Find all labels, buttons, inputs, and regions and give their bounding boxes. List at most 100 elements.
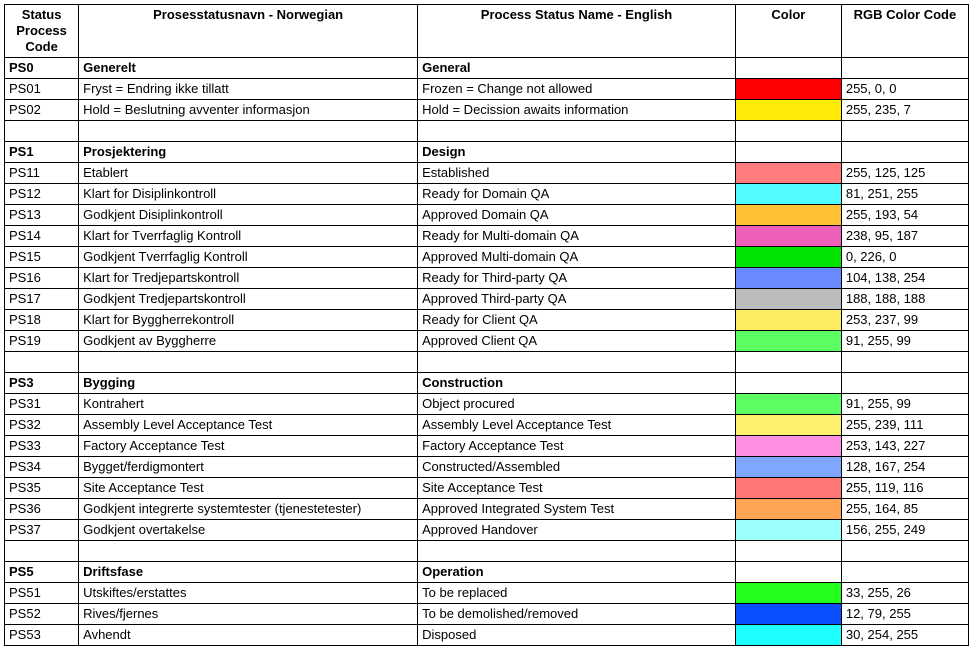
cell-eng: Object procured [418,394,736,415]
cell-nor: Godkjent overtakelse [79,520,418,541]
cell-rgb: 33, 255, 26 [841,583,968,604]
cell-nor [79,121,418,142]
cell-rgb [841,352,968,373]
color-swatch [735,100,841,121]
table-row: PS19Godkjent av ByggherreApproved Client… [5,331,969,352]
col-header-eng: Process Status Name - English [418,5,736,58]
cell-eng: General [418,58,736,79]
table-row: PS53AvhendtDisposed30, 254, 255 [5,625,969,646]
cell-nor: Bygget/ferdigmontert [79,457,418,478]
cell-code: PS19 [5,331,79,352]
table-row [5,352,969,373]
table-row: PS01Fryst = Endring ikke tillattFrozen =… [5,79,969,100]
cell-nor: Etablert [79,163,418,184]
cell-eng: Approved Domain QA [418,205,736,226]
cell-code: PS32 [5,415,79,436]
table-row [5,121,969,142]
cell-nor: Bygging [79,373,418,394]
table-header-row: Status Process Code Prosesstatusnavn - N… [5,5,969,58]
color-swatch [735,205,841,226]
color-swatch [735,436,841,457]
cell-eng [418,121,736,142]
cell-eng: To be demolished/removed [418,604,736,625]
cell-rgb: 104, 138, 254 [841,268,968,289]
table-row: PS17Godkjent TredjepartskontrollApproved… [5,289,969,310]
cell-code: PS52 [5,604,79,625]
table-row: PS3ByggingConstruction [5,373,969,394]
cell-rgb [841,121,968,142]
col-header-code: Status Process Code [5,5,79,58]
color-swatch [735,499,841,520]
table-row: PS37Godkjent overtakelseApproved Handove… [5,520,969,541]
cell-rgb [841,373,968,394]
cell-code: PS0 [5,58,79,79]
cell-nor: Godkjent av Byggherre [79,331,418,352]
color-swatch [735,604,841,625]
color-swatch [735,226,841,247]
cell-code: PS51 [5,583,79,604]
cell-rgb [841,142,968,163]
table-row: PS0GenereltGeneral [5,58,969,79]
color-swatch [735,289,841,310]
cell-code [5,121,79,142]
color-swatch [735,373,841,394]
cell-code: PS33 [5,436,79,457]
cell-nor [79,352,418,373]
color-swatch [735,247,841,268]
cell-code: PS14 [5,226,79,247]
cell-eng: Disposed [418,625,736,646]
color-swatch [735,79,841,100]
cell-code: PS34 [5,457,79,478]
cell-code: PS36 [5,499,79,520]
color-swatch [735,331,841,352]
table-row: PS5DriftsfaseOperation [5,562,969,583]
cell-nor: Klart for Tredjepartskontroll [79,268,418,289]
cell-eng [418,541,736,562]
cell-eng: Ready for Domain QA [418,184,736,205]
cell-rgb: 188, 188, 188 [841,289,968,310]
cell-nor: Site Acceptance Test [79,478,418,499]
cell-nor: Godkjent Tredjepartskontroll [79,289,418,310]
table-row: PS35Site Acceptance TestSite Acceptance … [5,478,969,499]
cell-eng: Approved Third-party QA [418,289,736,310]
cell-code [5,352,79,373]
cell-nor: Godkjent Tverrfaglig Kontroll [79,247,418,268]
cell-eng: Construction [418,373,736,394]
color-swatch [735,625,841,646]
table-row: PS16Klart for TredjepartskontrollReady f… [5,268,969,289]
cell-nor: Kontrahert [79,394,418,415]
cell-nor: Driftsfase [79,562,418,583]
table-row: PS1ProsjekteringDesign [5,142,969,163]
cell-eng: Approved Handover [418,520,736,541]
color-swatch [735,583,841,604]
cell-nor: Klart for Tverrfaglig Kontroll [79,226,418,247]
cell-code: PS17 [5,289,79,310]
cell-eng: Approved Client QA [418,331,736,352]
cell-rgb: 81, 251, 255 [841,184,968,205]
cell-nor: Klart for Disiplinkontroll [79,184,418,205]
color-swatch [735,268,841,289]
cell-eng: Ready for Multi-domain QA [418,226,736,247]
cell-rgb: 0, 226, 0 [841,247,968,268]
cell-nor [79,541,418,562]
cell-eng: Ready for Client QA [418,310,736,331]
color-swatch [735,163,841,184]
cell-nor: Utskiftes/erstattes [79,583,418,604]
cell-nor: Assembly Level Acceptance Test [79,415,418,436]
cell-rgb: 30, 254, 255 [841,625,968,646]
cell-code: PS13 [5,205,79,226]
cell-code [5,541,79,562]
color-swatch [735,58,841,79]
color-swatch [735,310,841,331]
color-swatch [735,415,841,436]
cell-rgb: 255, 235, 7 [841,100,968,121]
cell-nor: Avhendt [79,625,418,646]
color-swatch [735,457,841,478]
cell-eng: Established [418,163,736,184]
table-row: PS18Klart for ByggherrekontrollReady for… [5,310,969,331]
cell-eng: Hold = Decission awaits information [418,100,736,121]
table-row: PS33Factory Acceptance TestFactory Accep… [5,436,969,457]
cell-eng: Design [418,142,736,163]
cell-rgb: 128, 167, 254 [841,457,968,478]
color-swatch [735,478,841,499]
